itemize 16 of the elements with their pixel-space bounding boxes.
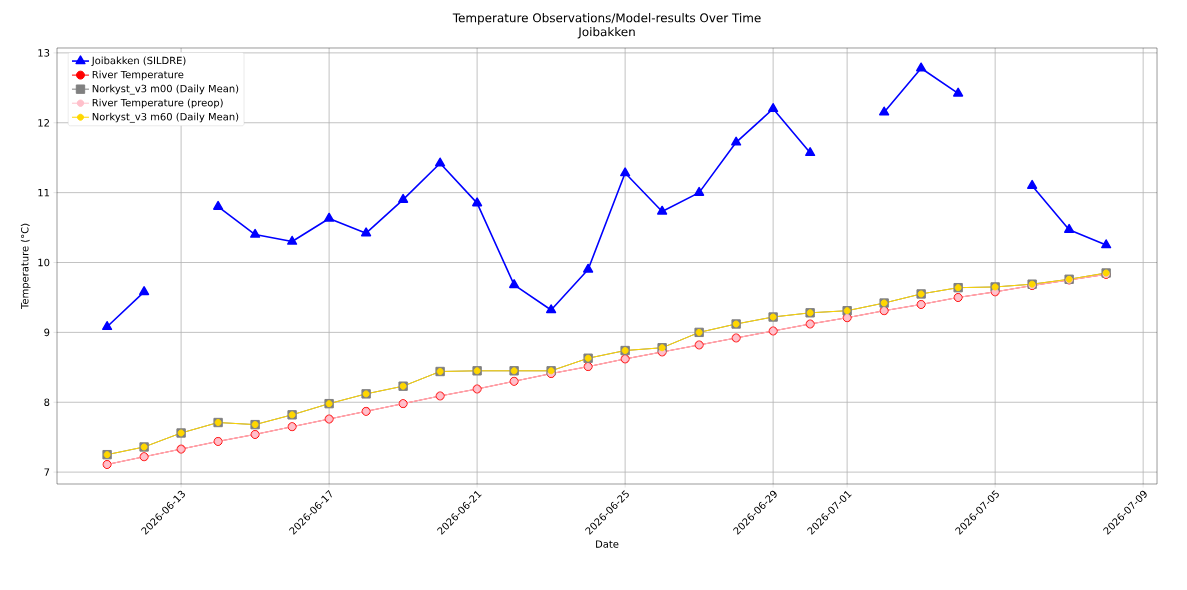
chart-title: Temperature Observations/Model-results Over Time xyxy=(452,13,761,25)
y-tick-label: 9 xyxy=(44,328,50,337)
y-tick-label: 10 xyxy=(38,258,50,267)
y-tick-label: 12 xyxy=(38,119,49,127)
x-axis-title: Date xyxy=(596,540,619,548)
y-tick-label: 11 xyxy=(38,189,50,197)
y-tick-label: 8 xyxy=(44,398,50,407)
y-axis-title: Temperature (°C) xyxy=(20,223,31,310)
legend-label: Joibakken (SILDRE) xyxy=(91,56,186,67)
y-tick-label: 13 xyxy=(38,49,50,57)
legend-label: Norkyst_v3 m60 (Daily Mean) xyxy=(92,112,239,123)
legend-label: River Temperature (preop) xyxy=(92,98,223,109)
y-tick-label: 7 xyxy=(44,468,50,476)
legend-label: River Temperature xyxy=(92,70,184,81)
chart-subtitle: Joibakken xyxy=(577,27,635,39)
legend-label: Norkyst_v3 m00 (Daily Mean) xyxy=(92,84,239,95)
